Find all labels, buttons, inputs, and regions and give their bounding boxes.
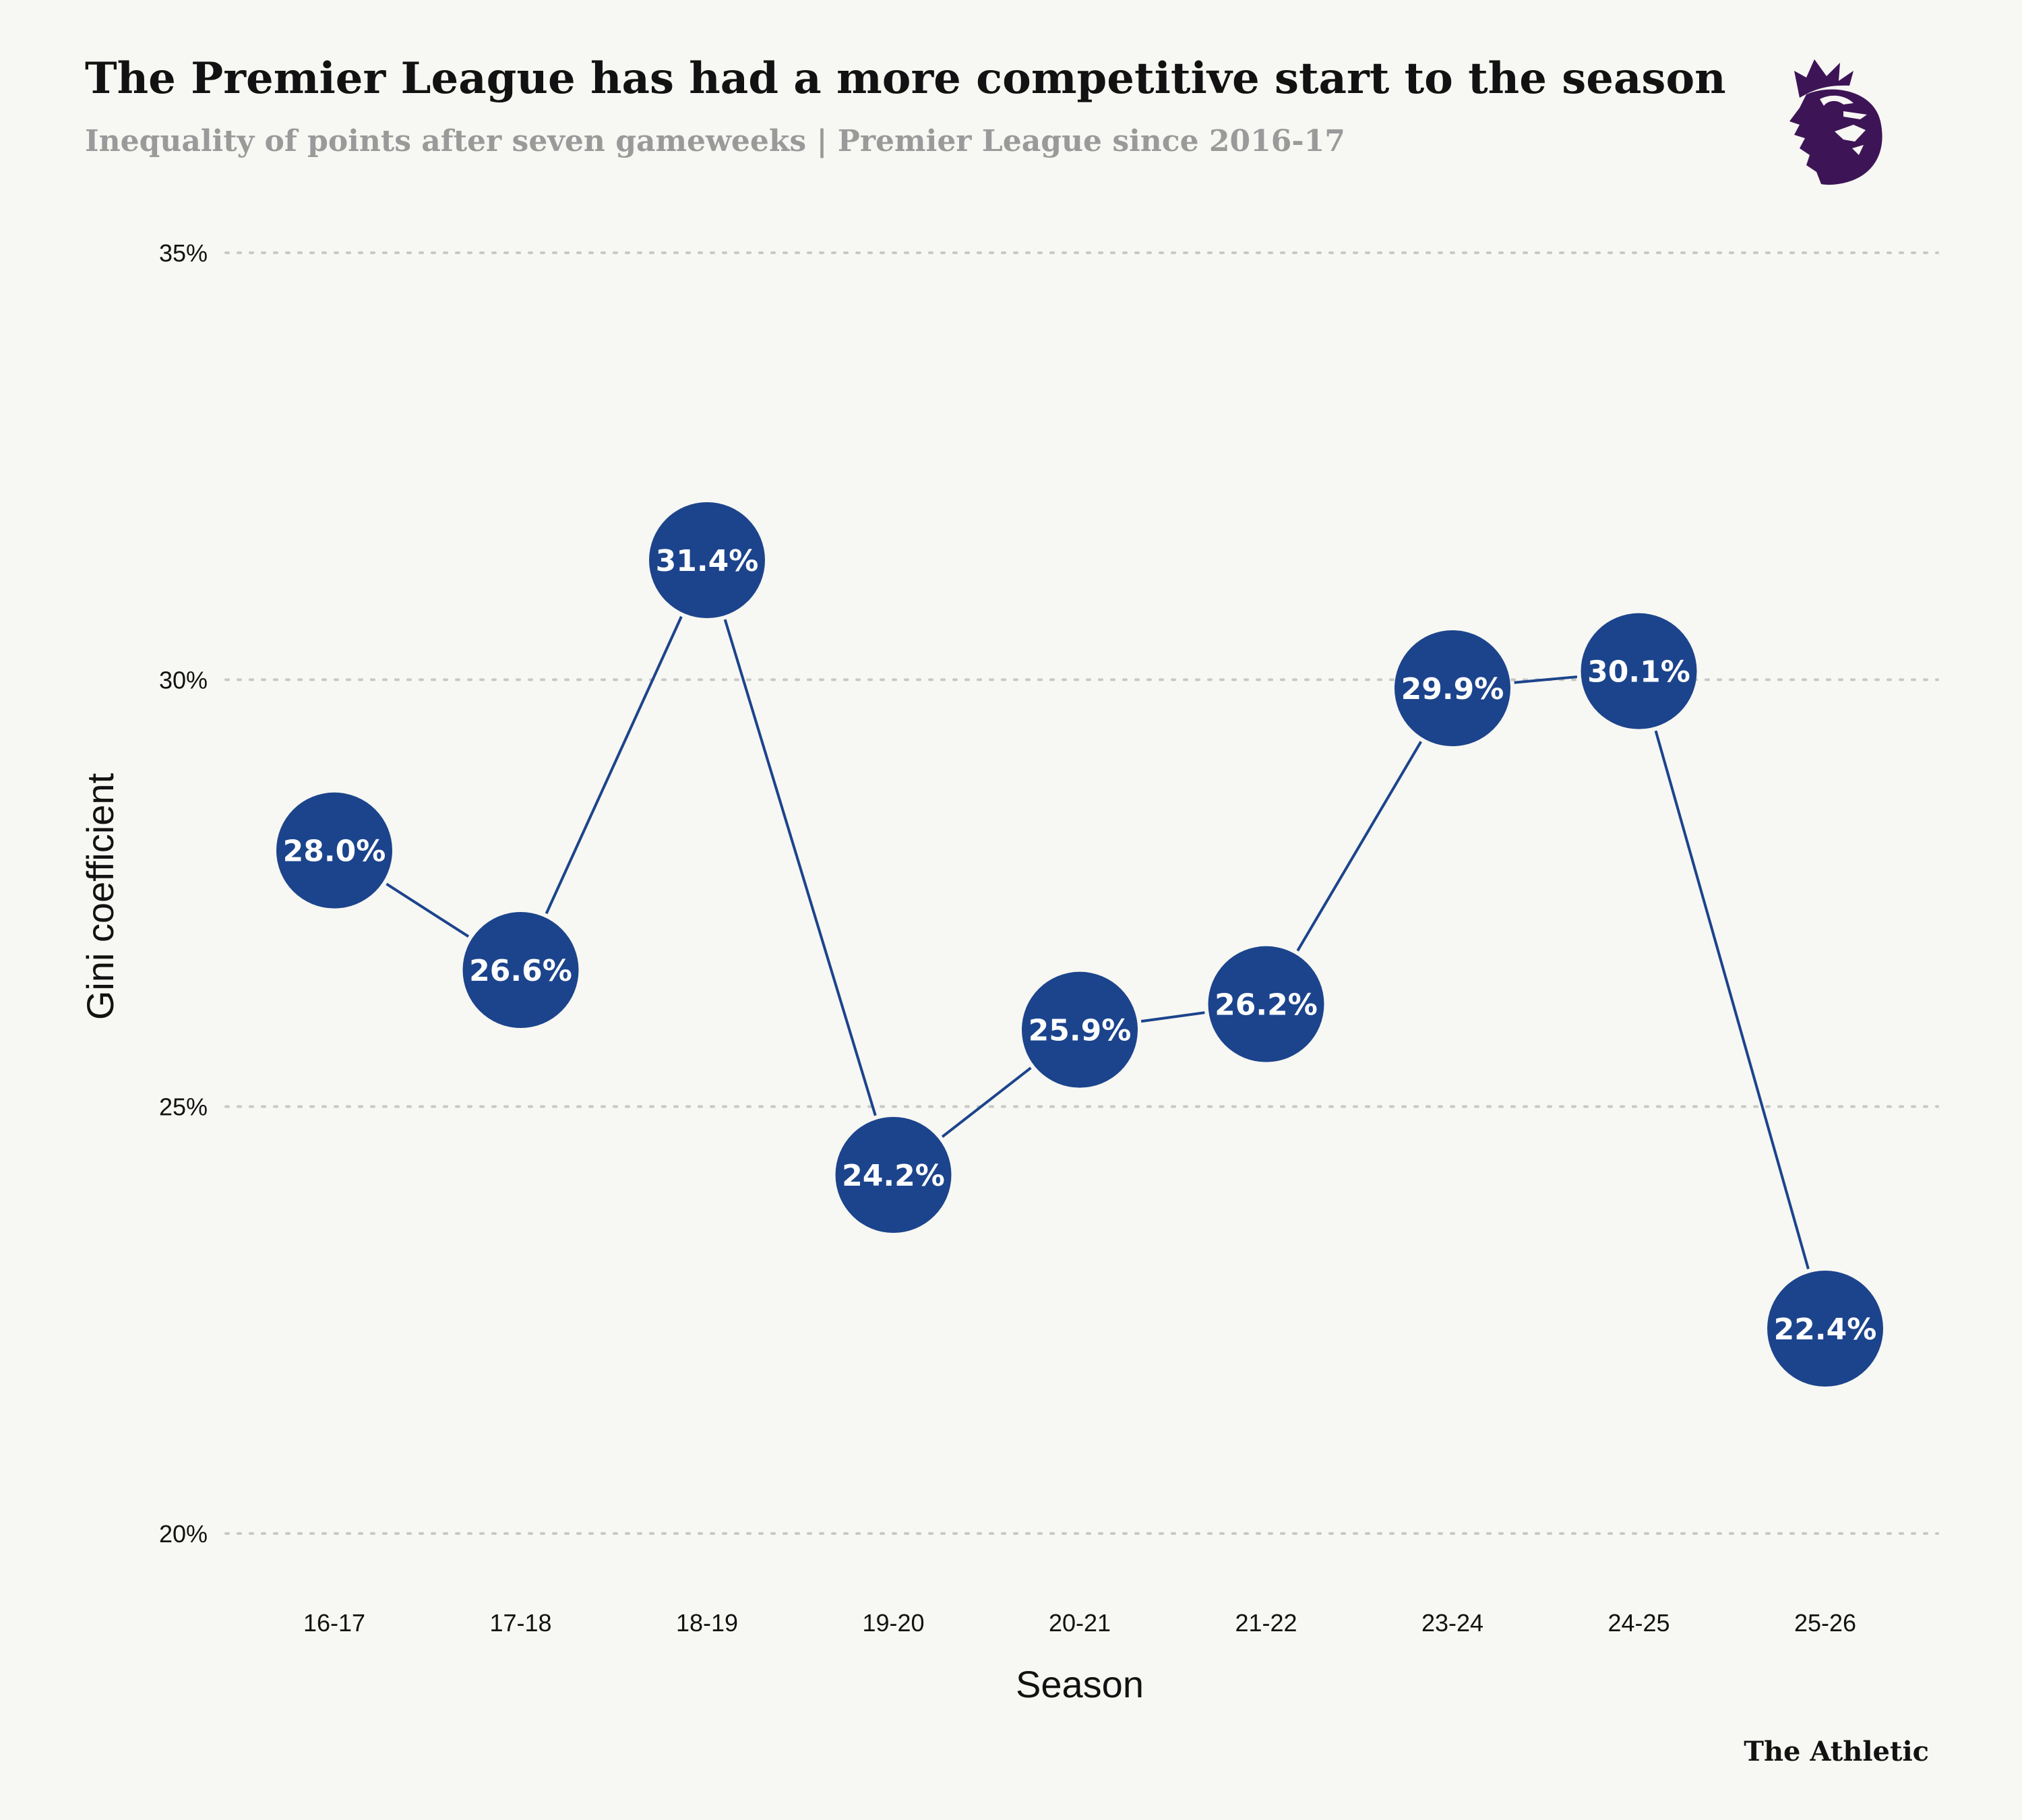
data-label: 25.9% xyxy=(1029,1014,1132,1048)
line-segment xyxy=(1296,741,1422,952)
data-point xyxy=(649,502,765,618)
line-segment xyxy=(1514,675,1578,684)
data-label: 28.0% xyxy=(283,835,386,869)
y-tick-label: 20% xyxy=(159,1520,208,1548)
x-tick-labels: 16-17 17-18 18-19 19-20 20-21 21-22 23-24 24-25… xyxy=(303,1609,1856,1637)
series-line xyxy=(386,615,1810,1270)
data-point xyxy=(1022,971,1138,1088)
chart-title: The Premier League has had a more compet… xyxy=(85,53,1726,104)
premier-league-logo xyxy=(1789,59,1882,185)
y-tick-label: 35% xyxy=(159,239,208,267)
y-tick-label: 30% xyxy=(159,666,208,694)
x-tick-label: 18-19 xyxy=(676,1609,738,1637)
data-point xyxy=(1208,946,1324,1062)
data-label: 29.9% xyxy=(1401,672,1504,706)
data-point xyxy=(835,1117,952,1233)
x-tick-label: 25-26 xyxy=(1794,1609,1856,1637)
the-athletic-brand: The Athletic xyxy=(1744,1736,1929,1767)
x-tick-label: 19-20 xyxy=(862,1609,924,1637)
y-gridlines xyxy=(224,251,1939,1535)
data-label: 22.4% xyxy=(1774,1312,1877,1347)
line-segment xyxy=(1654,730,1810,1270)
data-point xyxy=(462,912,579,1028)
data-points: 28.0% 26.6% 31.4% 24.2% 25.9% 26.2% 29.9% 30.1%… xyxy=(276,502,1883,1387)
data-point xyxy=(1767,1271,1883,1387)
data-label: 24.2% xyxy=(842,1159,945,1193)
x-tick-label: 23-24 xyxy=(1421,1609,1483,1637)
data-label: 26.6% xyxy=(469,954,572,988)
line-segment xyxy=(1140,1011,1205,1023)
y-tick-label: 25% xyxy=(159,1093,208,1121)
x-tick-label: 17-18 xyxy=(489,1609,551,1637)
x-tick-label: 21-22 xyxy=(1235,1609,1297,1637)
x-tick-label: 16-17 xyxy=(303,1609,365,1637)
y-axis-label: Gini coefficient xyxy=(79,772,121,1020)
y-tick-labels: 20% 25% 30% 35% xyxy=(159,239,208,1548)
x-tick-label: 24-25 xyxy=(1607,1609,1669,1637)
data-point xyxy=(1581,613,1697,729)
x-tick-label: 20-21 xyxy=(1049,1609,1111,1637)
line-segment xyxy=(723,619,877,1116)
data-point xyxy=(276,792,392,909)
line-segment xyxy=(386,882,470,938)
line-segment xyxy=(941,1066,1032,1139)
chart-subtitle: Inequality of points after seven gamewee… xyxy=(85,124,1345,158)
data-label: 26.2% xyxy=(1215,988,1318,1023)
data-label: 31.4% xyxy=(656,544,759,578)
x-axis-label: Season xyxy=(1016,1663,1144,1705)
line-segment xyxy=(545,615,683,915)
data-label: 30.1% xyxy=(1587,655,1690,690)
data-point xyxy=(1395,630,1510,746)
